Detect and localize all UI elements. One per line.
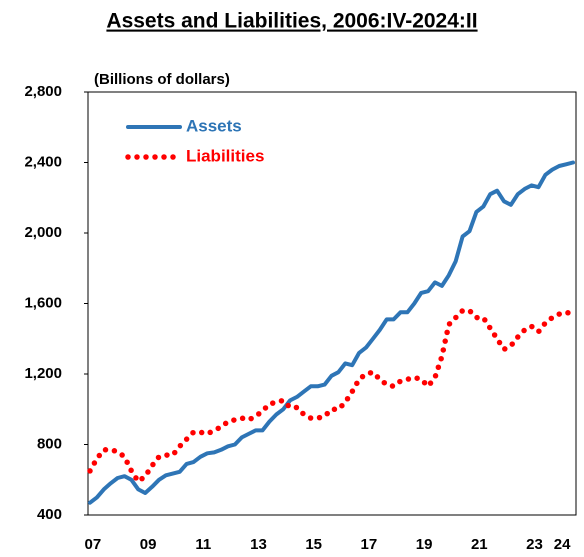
y-tick-label: 400 [37,506,62,523]
legend-label: Liabilities [186,146,264,165]
y-tick-label: 2,000 [24,224,62,241]
series-line [87,307,576,485]
x-tick-label: 13 [250,536,267,553]
plot-frame [87,91,577,516]
y-tick-label: 1,600 [24,294,62,311]
x-tick-label: 23 [526,536,543,553]
x-tick-label: 24 [554,536,571,553]
x-tick-label: 15 [305,536,322,553]
x-tick-label: 17 [361,536,378,553]
y-tick-label: 1,200 [24,365,62,382]
legend-label: Assets [186,116,242,135]
y-tick-label: 2,400 [24,153,62,170]
y-tick-label: 2,800 [24,83,62,100]
x-tick-label: 21 [471,536,488,553]
unit-label: (Billions of dollars) [94,71,230,88]
x-tick-label: 07 [85,536,102,553]
x-tick-label: 11 [195,536,211,553]
x-tick-label: 19 [416,536,433,553]
chart-title: Assets and Liabilities, 2006:IV-2024:II [106,10,477,33]
x-tick-label: 09 [140,536,157,553]
y-tick-label: 800 [37,435,62,452]
series-line [88,160,575,505]
